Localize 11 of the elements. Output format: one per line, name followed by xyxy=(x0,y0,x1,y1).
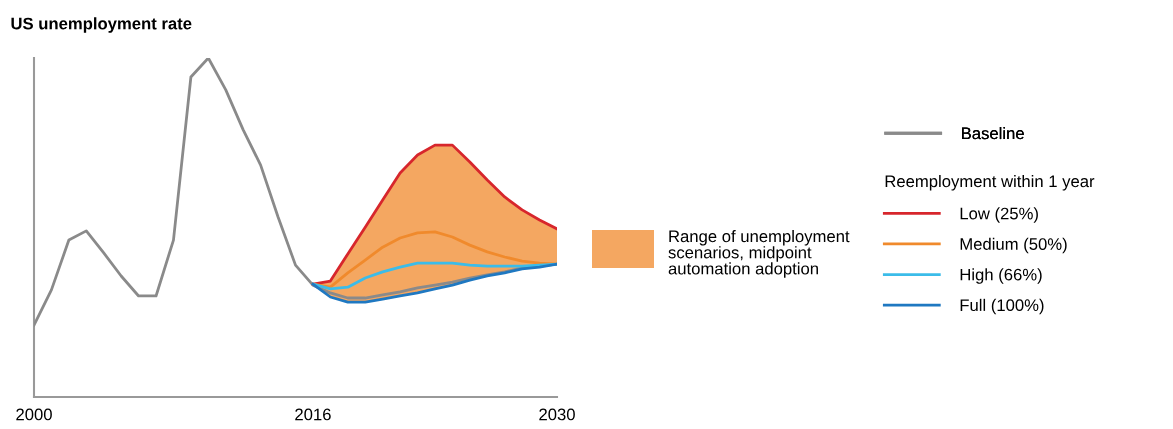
legend-label: Full (100%) xyxy=(960,298,1044,315)
legend-title: Reemployment within 1 year xyxy=(885,175,1095,191)
x-tick-label: 2000 xyxy=(16,408,52,421)
legend-label: High (66%) xyxy=(960,268,1042,284)
legend-label: Baseline xyxy=(962,127,1024,140)
chart-title: US unemployment rate xyxy=(11,17,192,33)
legend-label: Medium (50%) xyxy=(960,237,1067,254)
text: Range of unemployment scenarios, midpoint automation adoption xyxy=(668,230,850,278)
x-tick-label: 2016 xyxy=(295,408,331,421)
x-tick-label: 2030 xyxy=(539,408,575,421)
legend-label: Low (25%) xyxy=(960,207,1038,223)
